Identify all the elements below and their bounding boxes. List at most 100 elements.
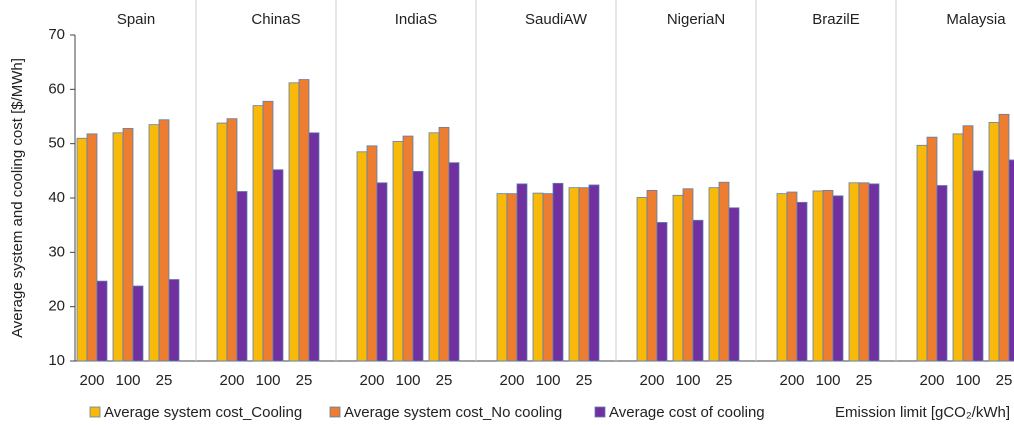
x-tick-label: 200 — [919, 372, 944, 389]
y-tick-label: 50 — [48, 135, 65, 152]
bar — [76, 137, 88, 362]
bar — [298, 79, 310, 362]
x-tick-label: 25 — [436, 372, 453, 389]
bar — [916, 144, 928, 362]
bar — [952, 133, 964, 362]
x-tick-label: 200 — [359, 372, 384, 389]
y-tick-label: 40 — [48, 189, 65, 206]
bar — [832, 195, 844, 362]
bar — [438, 126, 450, 362]
bar — [868, 183, 880, 362]
bar — [988, 122, 1000, 362]
bar — [252, 105, 264, 362]
bar — [822, 189, 834, 362]
x-tick-label: 25 — [716, 372, 733, 389]
bar — [552, 182, 564, 362]
bar — [728, 207, 740, 362]
bar — [262, 100, 274, 362]
x-tick-label: 25 — [156, 372, 173, 389]
bar — [158, 119, 170, 362]
bar — [288, 82, 300, 362]
legend-swatch — [89, 406, 101, 418]
x-axis-label: Emission limit [gCO₂/kWh] — [835, 404, 1010, 421]
bar — [148, 124, 160, 362]
bar — [412, 170, 424, 362]
y-axis-label: Average system and cooling cost [$/MWh] — [9, 58, 26, 338]
bar — [506, 193, 518, 362]
bar — [226, 118, 238, 362]
bar — [998, 113, 1010, 362]
bar — [936, 185, 948, 362]
bar — [542, 193, 554, 362]
bar — [926, 136, 938, 362]
x-tick-label: 200 — [639, 372, 664, 389]
bar — [376, 182, 388, 362]
legend-label: Average system cost_Cooling — [104, 404, 302, 421]
x-tick-label: 100 — [815, 372, 840, 389]
group-label: SaudiAW — [525, 11, 588, 28]
bar — [366, 145, 378, 362]
bar — [132, 285, 144, 362]
bar — [392, 141, 404, 362]
legend-swatch — [594, 406, 606, 418]
y-tick-label: 10 — [48, 352, 65, 369]
legend-label: Average cost of cooling — [609, 404, 765, 421]
bar — [858, 182, 870, 362]
bar — [1008, 159, 1014, 362]
x-tick-label: 25 — [296, 372, 313, 389]
bar — [356, 151, 368, 362]
bar — [168, 279, 180, 362]
bar — [786, 191, 798, 362]
bar — [636, 197, 648, 362]
x-tick-label: 200 — [219, 372, 244, 389]
x-tick-label: 25 — [576, 372, 593, 389]
bar — [708, 187, 720, 362]
bar — [216, 122, 228, 362]
x-tick-label: 25 — [856, 372, 873, 389]
bar — [112, 132, 124, 362]
x-tick-label: 100 — [675, 372, 700, 389]
y-tick-label: 70 — [48, 26, 65, 43]
bar — [122, 128, 134, 362]
bar — [776, 193, 788, 362]
group-label: ChinaS — [251, 11, 300, 28]
x-tick-label: 100 — [255, 372, 280, 389]
x-tick-label: 25 — [996, 372, 1013, 389]
x-tick-label: 200 — [79, 372, 104, 389]
bar — [656, 222, 668, 362]
bar — [496, 193, 508, 362]
bar — [692, 219, 704, 362]
group-label: NigeriaN — [667, 11, 725, 28]
bar — [812, 190, 824, 362]
bar — [236, 191, 248, 362]
bar — [718, 181, 730, 362]
legend-label: Average system cost_No cooling — [344, 404, 562, 421]
bar — [962, 125, 974, 362]
group-label: Spain — [117, 11, 155, 28]
y-tick-label: 20 — [48, 298, 65, 315]
bar — [568, 187, 580, 362]
y-tick-label: 60 — [48, 80, 65, 97]
bar — [428, 132, 440, 362]
bar — [972, 170, 984, 362]
x-tick-label: 200 — [779, 372, 804, 389]
bar — [646, 189, 658, 362]
bar — [532, 192, 544, 362]
bar — [848, 182, 860, 362]
x-tick-label: 100 — [955, 372, 980, 389]
bar — [578, 187, 590, 362]
x-tick-label: 100 — [395, 372, 420, 389]
bar — [672, 194, 684, 362]
bar — [682, 188, 694, 362]
x-tick-label: 200 — [499, 372, 524, 389]
x-tick-label: 100 — [115, 372, 140, 389]
bar — [448, 162, 460, 362]
bar — [96, 280, 108, 362]
group-label: IndiaS — [395, 11, 438, 28]
bar — [308, 132, 320, 362]
group-label: Malaysia — [946, 11, 1006, 28]
bar — [402, 135, 414, 362]
bar — [516, 183, 528, 362]
bar — [796, 201, 808, 362]
